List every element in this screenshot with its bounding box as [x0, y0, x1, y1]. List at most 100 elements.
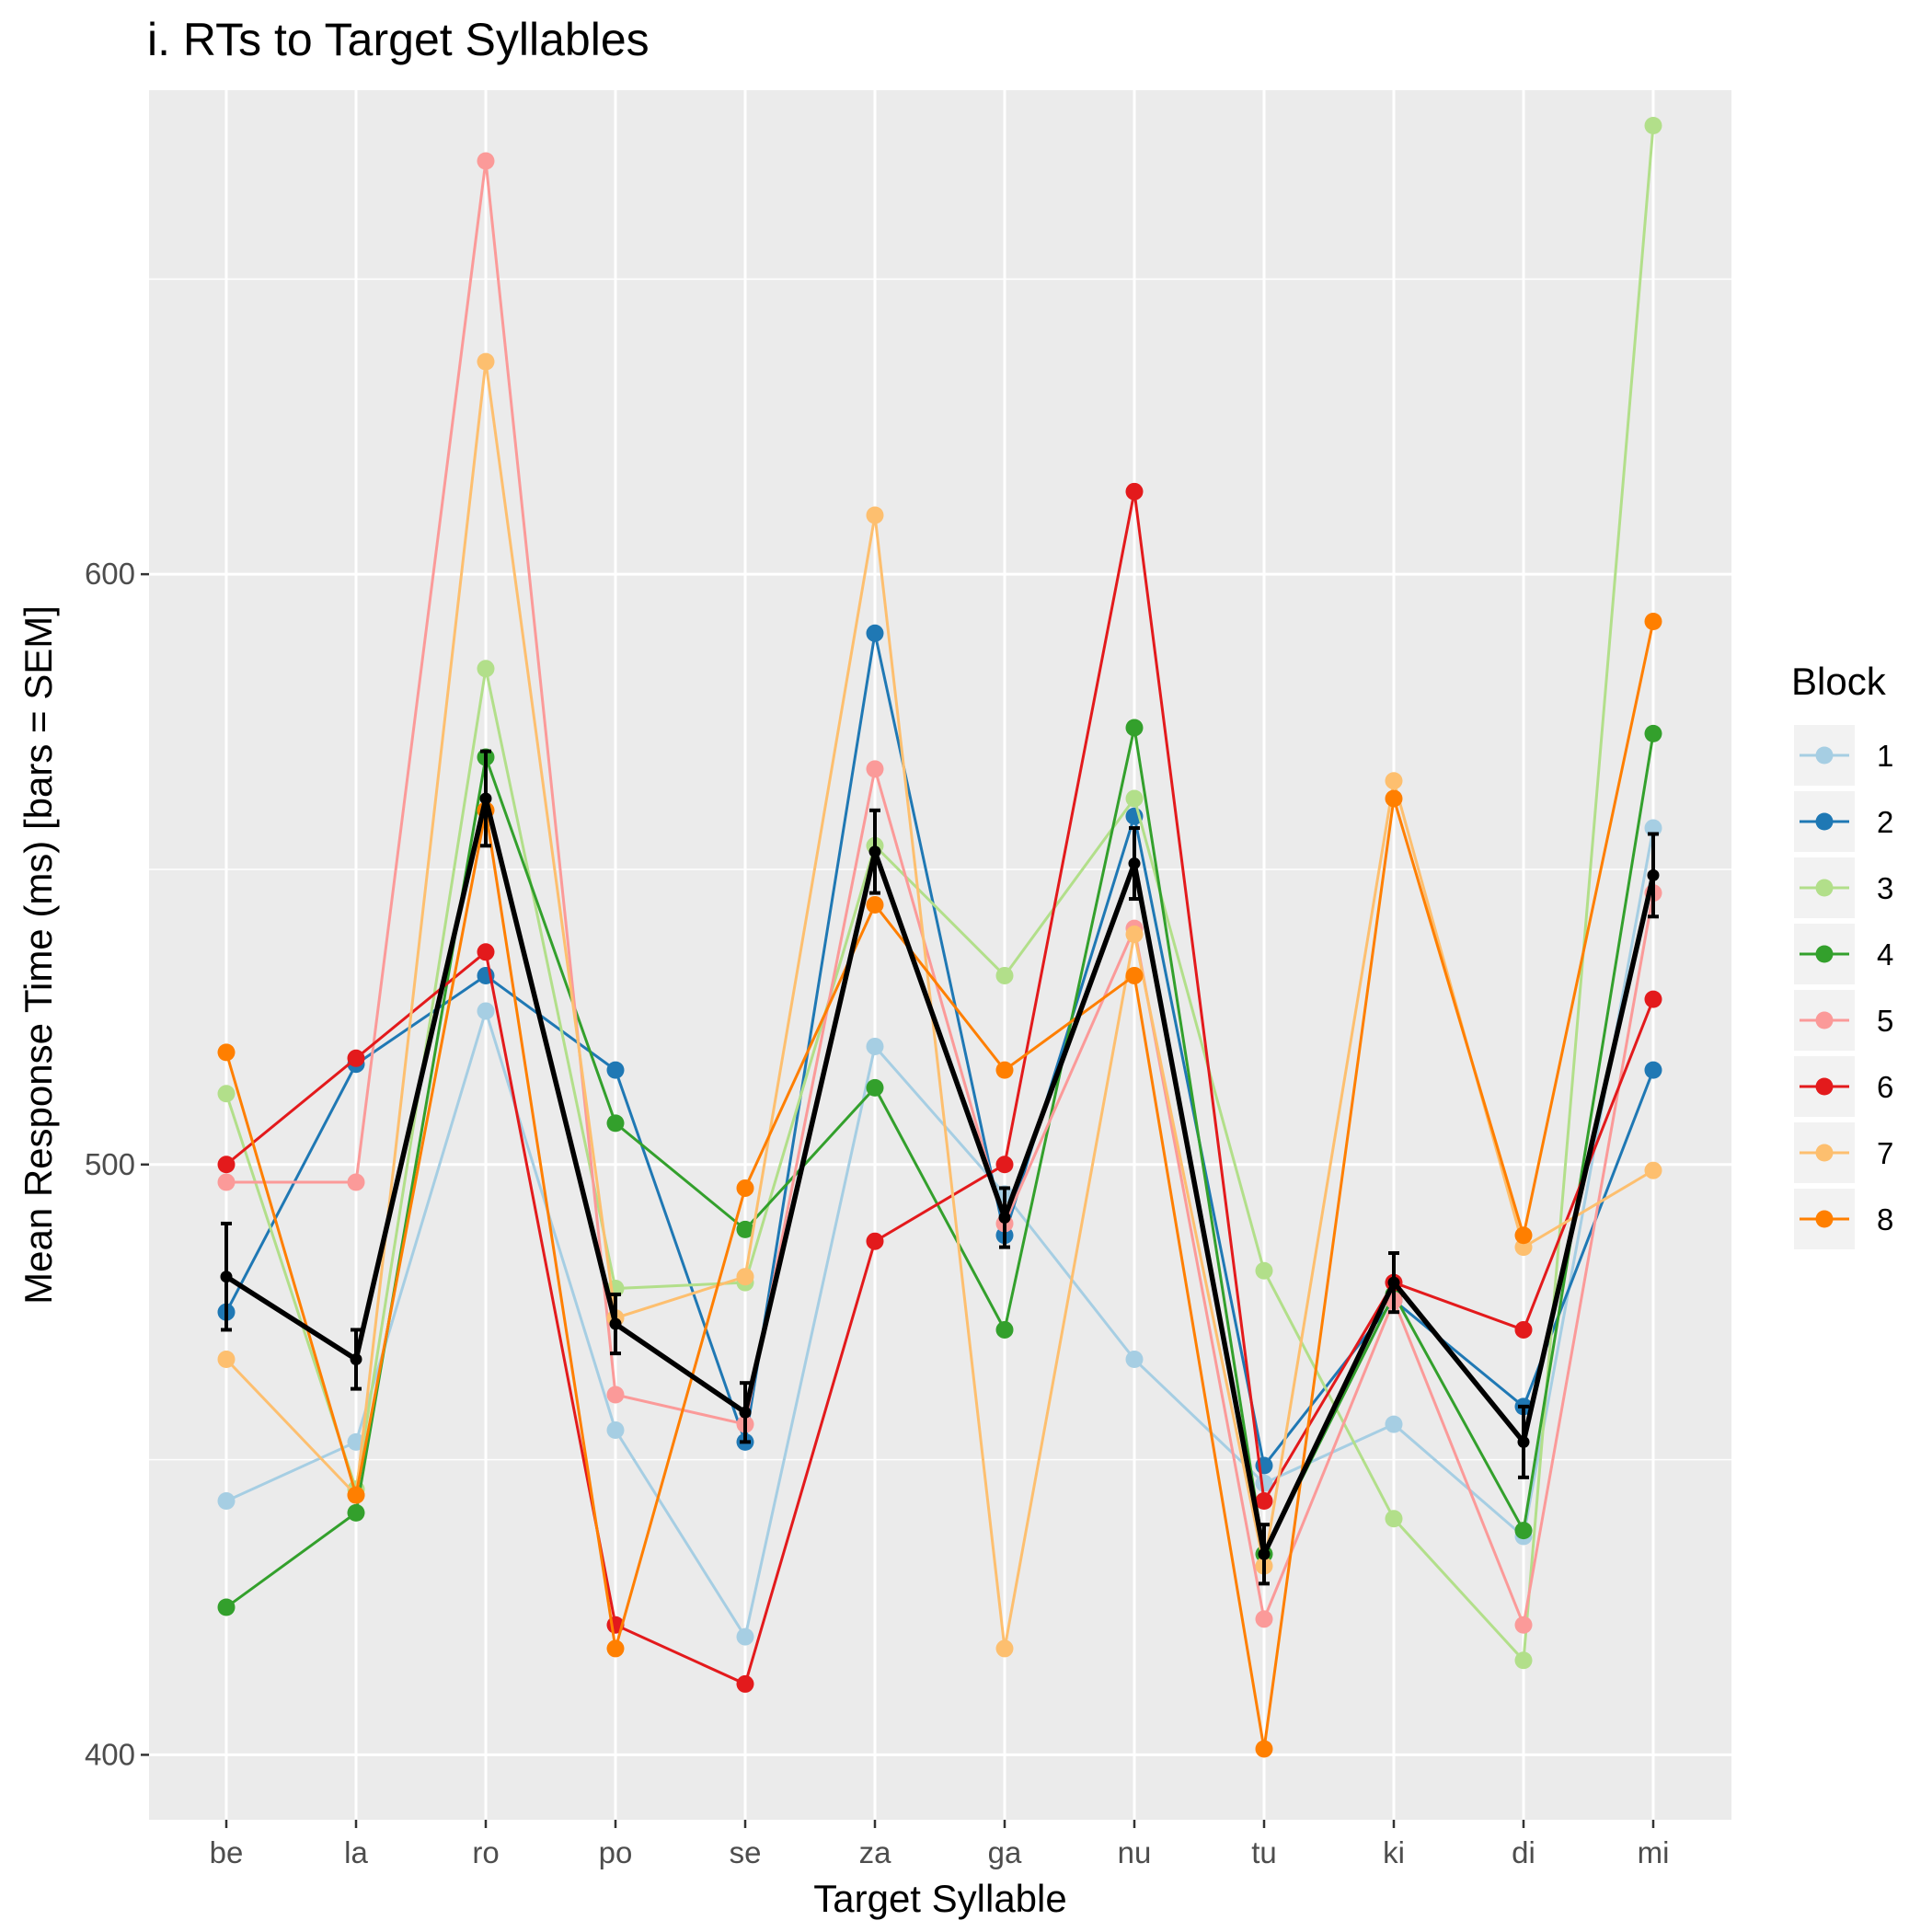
legend-item-4: 4: [1794, 924, 1893, 984]
legend-key-point: [1815, 812, 1834, 831]
mean-point: [868, 845, 881, 858]
data-point: [1125, 926, 1144, 944]
data-point: [1125, 719, 1144, 737]
data-point: [606, 1061, 625, 1079]
data-point: [217, 1173, 236, 1191]
data-point: [477, 152, 495, 170]
series-line: [225, 827, 1655, 1640]
gridlines: [149, 90, 1731, 1820]
legend-key-point: [1815, 1011, 1834, 1029]
mean-point: [998, 1212, 1011, 1225]
data-point: [736, 1268, 754, 1286]
data-point: [1514, 1522, 1533, 1540]
x-tick-label: tu: [1251, 1835, 1277, 1869]
data-point: [866, 1078, 884, 1097]
mean-layer: [220, 749, 1660, 1586]
x-tick-label: za: [859, 1835, 892, 1869]
data-point: [1255, 1474, 1273, 1492]
legend-label: 6: [1877, 1070, 1893, 1104]
data-point: [1255, 1261, 1273, 1280]
mean-line: [224, 798, 1656, 1563]
data-point: [347, 1486, 365, 1504]
series-line: [224, 621, 1655, 1750]
data-point: [217, 1156, 236, 1174]
data-point: [866, 624, 884, 642]
data-point: [1255, 1610, 1273, 1628]
series-line: [225, 491, 1655, 1686]
legend-item-6: 6: [1794, 1056, 1893, 1117]
data-point: [1644, 1061, 1662, 1079]
legend-key-point: [1815, 1144, 1834, 1162]
data-point: [1514, 1616, 1533, 1634]
mean-point: [1258, 1547, 1271, 1560]
mean-point: [1128, 857, 1141, 870]
data-point: [217, 1043, 236, 1062]
data-point: [217, 1085, 236, 1103]
data-point: [1644, 990, 1662, 1008]
legend-label: 1: [1877, 739, 1893, 773]
data-point: [606, 1386, 625, 1404]
data-point: [1385, 1510, 1403, 1528]
data-point: [866, 506, 884, 524]
data-point: [1644, 116, 1662, 134]
legend-item-1: 1: [1794, 725, 1893, 786]
data-point: [736, 1220, 754, 1238]
data-point: [217, 1492, 236, 1511]
x-tick-label: nu: [1118, 1835, 1152, 1869]
mean-point: [739, 1406, 752, 1419]
data-point: [995, 1639, 1014, 1658]
plot-panel: [149, 90, 1731, 1820]
data-point: [1125, 482, 1144, 500]
legend-label: 3: [1877, 871, 1893, 905]
legend-label: 8: [1877, 1202, 1893, 1236]
x-tick-label: ro: [472, 1835, 499, 1869]
data-point: [995, 1061, 1014, 1079]
series-layer: [217, 116, 1662, 1758]
legend-items: 1 2 3 4 5 6 7 8: [1794, 725, 1893, 1249]
series-block-6: [217, 482, 1662, 1693]
data-point: [995, 1156, 1014, 1174]
data-point: [1385, 772, 1403, 790]
series-line: [224, 632, 1655, 1469]
data-point: [1514, 1651, 1533, 1670]
legend-key-point: [1815, 1077, 1834, 1096]
legend-label: 2: [1877, 805, 1893, 839]
legend-key-point: [1815, 945, 1834, 963]
data-point: [477, 943, 495, 961]
x-tick-label: ki: [1383, 1835, 1405, 1869]
mean-point: [1647, 868, 1660, 881]
x-tick-label: mi: [1638, 1835, 1670, 1869]
x-tick-label: ga: [988, 1835, 1022, 1869]
x-tick-label: se: [730, 1835, 762, 1869]
data-point: [866, 1037, 884, 1055]
legend-label: 7: [1877, 1136, 1893, 1170]
data-point: [217, 1351, 236, 1369]
legend-item-5: 5: [1794, 990, 1893, 1051]
data-point: [606, 1639, 625, 1658]
series-line: [224, 125, 1655, 1664]
data-point: [606, 1421, 625, 1440]
data-point: [1125, 966, 1144, 984]
mean-point: [350, 1353, 362, 1366]
data-point: [1644, 724, 1662, 742]
axes-layer: 400 500 600 be la ro po se za ga nu tu ki di mi: [85, 557, 1669, 1869]
data-point: [347, 1503, 365, 1522]
data-point: [866, 760, 884, 778]
legend-title: Block: [1791, 660, 1887, 703]
x-tick-label: be: [210, 1835, 244, 1869]
chart-title: i. RTs to Target Syllables: [147, 14, 650, 65]
mean-point: [609, 1317, 622, 1330]
x-axis-title: Target Syllable: [813, 1877, 1066, 1920]
x-tick-label: di: [1512, 1835, 1535, 1869]
data-point: [477, 1002, 495, 1020]
data-point: [1385, 1415, 1403, 1433]
y-tick-label: 500: [85, 1147, 135, 1181]
mean-point: [220, 1271, 233, 1283]
legend-key-point: [1815, 879, 1834, 897]
data-point: [866, 1232, 884, 1250]
data-point: [1255, 1740, 1273, 1758]
x-tick-label: la: [344, 1835, 368, 1869]
legend-item-8: 8: [1794, 1189, 1893, 1249]
mean-point: [479, 792, 492, 805]
